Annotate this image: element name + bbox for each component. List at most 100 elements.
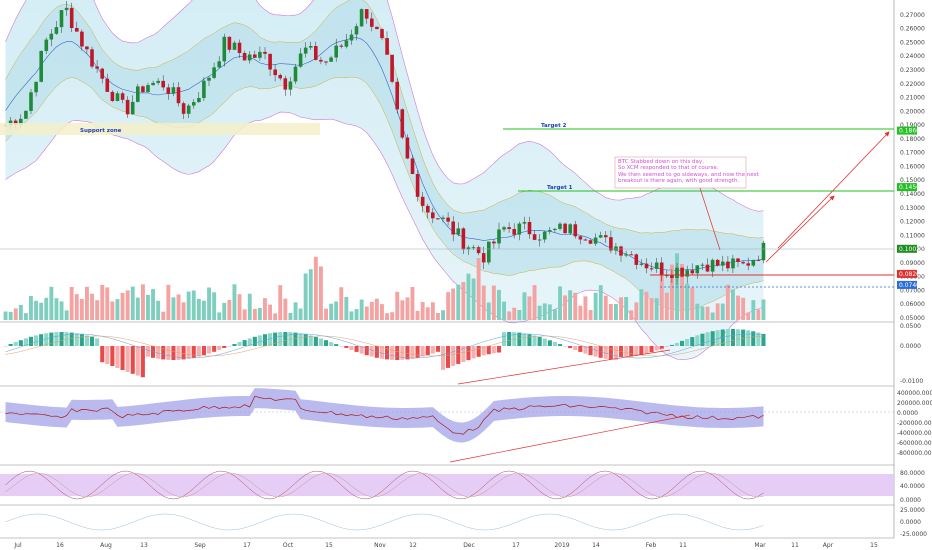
volume-bar [598, 285, 603, 320]
candle [431, 212, 435, 219]
volume-bar [751, 300, 756, 320]
candle [29, 92, 33, 111]
candle [715, 259, 720, 266]
candle [487, 241, 491, 263]
macd-histogram-bar [115, 346, 120, 368]
candle [222, 36, 227, 62]
macd-histogram-bar [573, 346, 578, 350]
macd-histogram-bar [90, 336, 95, 346]
price-axis[interactable]: 0.27000 0.26000 0.25000 0.24000 0.23000 0.220… [897, 12, 932, 538]
macd-histogram-bar [451, 346, 456, 366]
candle [181, 103, 186, 114]
candle [278, 75, 282, 79]
annotations: Support zone Target 2 Target 1 BTC Stabb… [0, 123, 894, 463]
candle [721, 261, 725, 266]
volume-bar [568, 290, 573, 320]
candle [573, 224, 578, 237]
macd-histogram-bar [13, 342, 18, 346]
macd-histogram-bar [593, 346, 598, 357]
price-pane[interactable] [3, 0, 766, 360]
candle [324, 61, 328, 63]
volume-bar [100, 285, 105, 320]
volume-bar [685, 283, 690, 320]
time-tick-label: Apr [823, 542, 834, 549]
macd-histogram-bar [532, 335, 537, 346]
macd-histogram-bar [547, 340, 552, 346]
volume-bar [232, 284, 237, 320]
obv-pane[interactable] [0, 388, 894, 443]
candle [497, 229, 501, 244]
candle [95, 66, 99, 69]
macd-pane[interactable] [3, 329, 766, 378]
macd-histogram-bar [720, 329, 725, 346]
volume-bar [695, 303, 700, 320]
volume-bar [670, 264, 674, 320]
volume-bar [725, 284, 730, 320]
macd-histogram-bar [369, 346, 374, 357]
macd-histogram-bar [28, 336, 33, 346]
obv-tick-label: -400000.0000 [897, 430, 932, 437]
macd-histogram-bar [201, 346, 206, 356]
candle [319, 59, 323, 62]
volume-bar [756, 309, 761, 320]
macd-histogram-bar [410, 346, 415, 359]
macd-histogram-bar [156, 346, 161, 359]
macd-histogram-bar [654, 346, 659, 351]
candle [54, 27, 59, 34]
volume-bar [497, 289, 501, 320]
time-tick-label: 16 [56, 542, 64, 549]
candle [364, 9, 369, 19]
note-line-4: We then seemed to go sideways, and now t… [618, 172, 760, 178]
volume-bar [441, 310, 445, 320]
stochastic-pane[interactable] [0, 470, 894, 500]
target-1-label: Target 1 [547, 185, 573, 191]
candle [105, 78, 110, 92]
time-axis[interactable]: Jul 16 Aug 13 Sep 17 Oct 15 Nov 12 Dec 17 2019 14 Feb 1… [13, 542, 878, 549]
oscillator-pane[interactable] [5, 513, 764, 531]
price-tick-label: 0.16000 [900, 163, 925, 170]
macd-histogram-bar [741, 329, 746, 346]
candle [100, 68, 104, 79]
time-tick-label: Nov [374, 542, 386, 549]
volume-bar [176, 294, 181, 320]
volume-bar [664, 292, 669, 320]
macd-histogram-bar [603, 346, 608, 359]
candle [624, 254, 628, 256]
price-tag-label: 0.07400 [899, 282, 924, 289]
volume-bar [456, 284, 461, 320]
macd-histogram-bar [364, 346, 369, 356]
candle [527, 222, 532, 235]
volume-bar [502, 301, 506, 320]
candle [258, 51, 262, 58]
macd-histogram-bar [324, 340, 329, 346]
macd-histogram-bar [669, 344, 674, 346]
volume-bar [288, 312, 293, 320]
price-tag [897, 269, 917, 278]
volume-bar [364, 306, 369, 320]
price-tick-label: 0.12000 [900, 219, 925, 226]
oscillator-tick-label: -25.0000 [900, 531, 927, 538]
volume-bar [298, 308, 303, 320]
candle [186, 105, 191, 114]
macd-histogram-bar [613, 346, 618, 360]
macd-histogram-bar [583, 346, 588, 354]
macd-histogram-bar [69, 332, 74, 346]
macd-histogram-bar [435, 346, 440, 352]
target-1-arrow [765, 195, 835, 263]
volume-bar [334, 301, 339, 320]
macd-histogram-bar [288, 332, 293, 346]
obv-tick-label: -600000.0000 [897, 440, 932, 447]
volume-bar [624, 297, 629, 320]
volume-bar [95, 300, 100, 320]
macd-histogram-bar [608, 346, 613, 360]
macd-histogram-bar [283, 332, 288, 346]
volume-bar [273, 313, 278, 320]
candle [426, 205, 430, 213]
macd-histogram-bar [217, 346, 222, 350]
time-tick-label: Aug [100, 542, 112, 549]
macd-histogram-bar [135, 346, 140, 376]
candle [446, 217, 450, 222]
macd-histogram-bar [664, 346, 669, 347]
volume-bar [736, 295, 740, 320]
